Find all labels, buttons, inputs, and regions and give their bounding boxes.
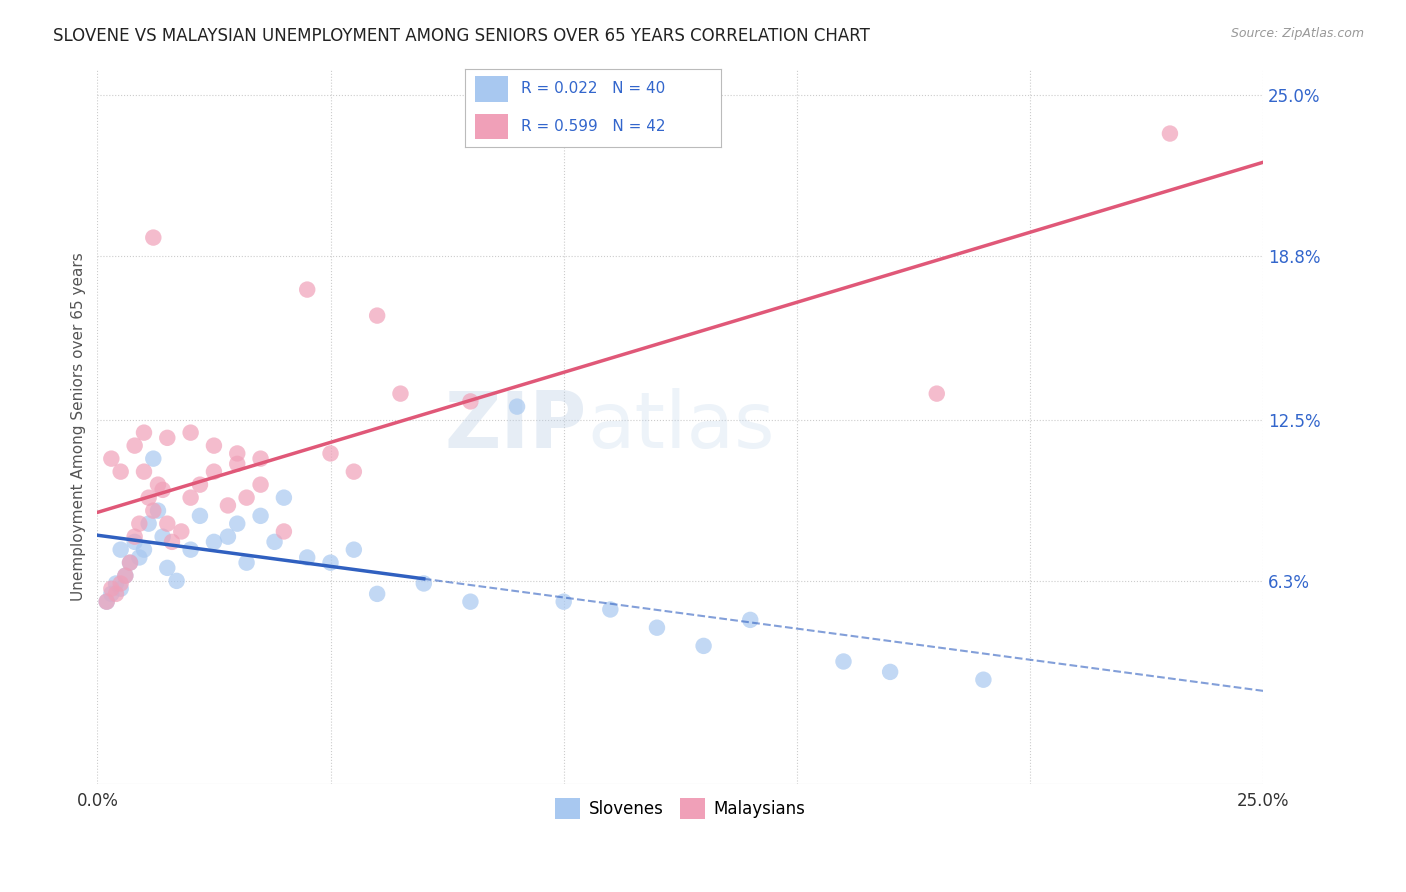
Point: [879, 665, 901, 679]
Point: [110, 542, 132, 557]
Point: [412, 576, 434, 591]
Point: [506, 400, 529, 414]
Point: [132, 465, 155, 479]
Point: [249, 477, 271, 491]
Point: [343, 542, 366, 557]
Point: [152, 483, 174, 497]
Point: [202, 534, 225, 549]
Point: [100, 451, 122, 466]
Point: [128, 550, 150, 565]
Point: [273, 524, 295, 539]
Point: [110, 576, 132, 591]
Point: [96, 595, 118, 609]
Point: [226, 446, 249, 460]
Point: [460, 394, 482, 409]
Point: [249, 451, 271, 466]
Point: [124, 530, 146, 544]
Point: [188, 508, 211, 523]
Point: [110, 582, 132, 596]
Text: atlas: atlas: [588, 388, 775, 464]
Point: [972, 673, 994, 687]
Point: [273, 491, 295, 505]
Point: [319, 446, 342, 460]
Point: [166, 574, 188, 588]
Text: SLOVENE VS MALAYSIAN UNEMPLOYMENT AMONG SENIORS OVER 65 YEARS CORRELATION CHART: SLOVENE VS MALAYSIAN UNEMPLOYMENT AMONG …: [53, 27, 870, 45]
Point: [692, 639, 714, 653]
Point: [142, 451, 165, 466]
Text: 0.0%: 0.0%: [76, 791, 118, 810]
Point: [180, 425, 202, 440]
Point: [217, 499, 239, 513]
Point: [235, 556, 257, 570]
Point: [100, 582, 122, 596]
Text: ZIP: ZIP: [444, 388, 588, 464]
Point: [132, 425, 155, 440]
Text: Source: ZipAtlas.com: Source: ZipAtlas.com: [1230, 27, 1364, 40]
Point: [366, 587, 388, 601]
Point: [740, 613, 762, 627]
Point: [180, 542, 202, 557]
Point: [138, 491, 160, 505]
Point: [925, 386, 948, 401]
Point: [105, 587, 128, 601]
Point: [832, 655, 855, 669]
Point: [202, 465, 225, 479]
Point: [110, 465, 132, 479]
Point: [249, 508, 271, 523]
Point: [202, 439, 225, 453]
Point: [132, 542, 155, 557]
Point: [160, 534, 183, 549]
Point: [319, 556, 342, 570]
Point: [460, 595, 482, 609]
Point: [142, 230, 165, 244]
Point: [138, 516, 160, 531]
Point: [142, 503, 165, 517]
Point: [1159, 127, 1181, 141]
Point: [217, 530, 239, 544]
Point: [226, 516, 249, 531]
Point: [389, 386, 412, 401]
Point: [124, 534, 146, 549]
Point: [343, 465, 366, 479]
Point: [118, 556, 141, 570]
Point: [156, 431, 179, 445]
Point: [156, 516, 179, 531]
Point: [599, 602, 621, 616]
Point: [146, 503, 169, 517]
Point: [645, 621, 668, 635]
Point: [263, 534, 285, 549]
Point: [146, 477, 169, 491]
Point: [96, 595, 118, 609]
Point: [366, 309, 388, 323]
Point: [114, 568, 136, 582]
Point: [295, 283, 318, 297]
Point: [105, 576, 128, 591]
Point: [100, 587, 122, 601]
Point: [170, 524, 193, 539]
Point: [188, 477, 211, 491]
Point: [128, 516, 150, 531]
Point: [118, 556, 141, 570]
Point: [180, 491, 202, 505]
Text: 25.0%: 25.0%: [1237, 791, 1289, 810]
Point: [124, 439, 146, 453]
Y-axis label: Unemployment Among Seniors over 65 years: Unemployment Among Seniors over 65 years: [72, 252, 86, 600]
Point: [235, 491, 257, 505]
Point: [226, 457, 249, 471]
Legend: Slovenes, Malaysians: Slovenes, Malaysians: [548, 792, 813, 825]
Point: [152, 530, 174, 544]
Point: [295, 550, 318, 565]
Point: [114, 568, 136, 582]
Point: [156, 561, 179, 575]
Point: [553, 595, 575, 609]
